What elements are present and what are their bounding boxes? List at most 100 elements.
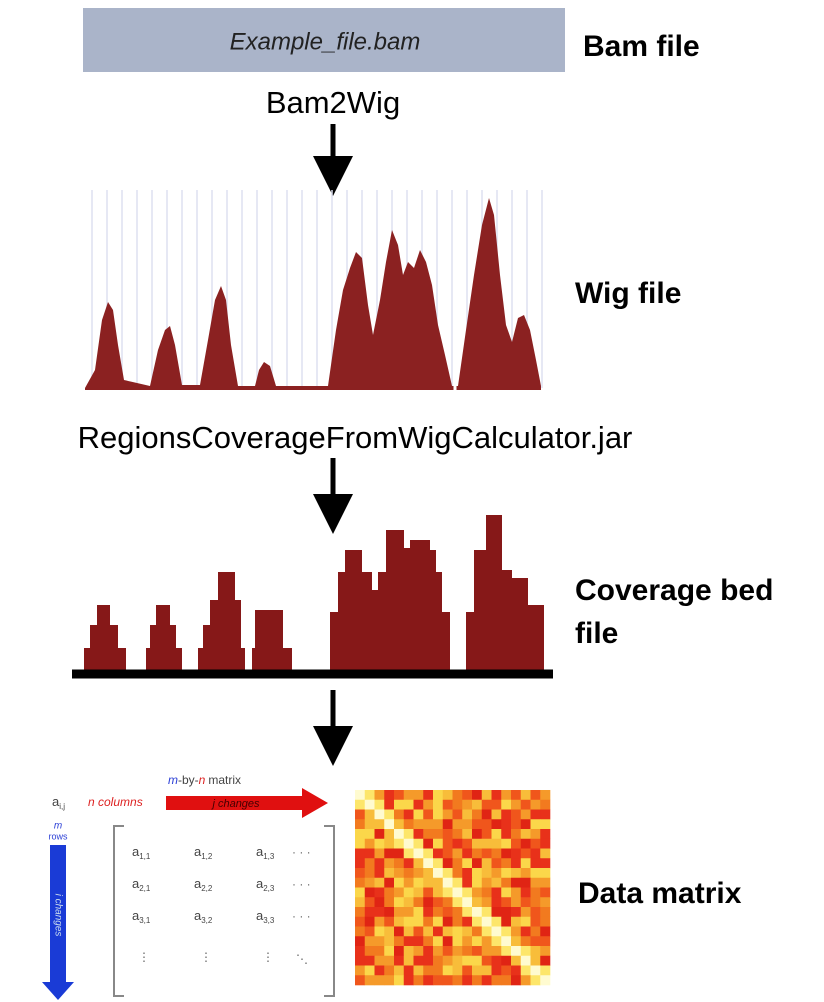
heat-cell [481, 907, 492, 918]
heat-cell [403, 868, 414, 879]
heat-cell [442, 916, 453, 927]
heat-cell [355, 877, 366, 888]
heat-cell [511, 838, 522, 849]
heat-cell [442, 799, 453, 810]
heat-cell [413, 790, 424, 801]
heat-cell [394, 946, 405, 957]
heat-cell [511, 975, 522, 986]
heat-cell [491, 838, 502, 849]
heat-cell [501, 838, 512, 849]
heat-cell [355, 790, 366, 801]
heat-cell [472, 790, 483, 801]
heat-cell [355, 965, 366, 976]
dots: · · · [292, 877, 311, 891]
heat-cell [491, 926, 502, 937]
heat-cell [423, 907, 434, 918]
columns-label: n columns [88, 795, 143, 809]
heat-cell [423, 965, 434, 976]
rows-label: rows [48, 831, 68, 841]
heat-cell [433, 955, 444, 966]
heat-cell [403, 819, 414, 830]
heat-cell [413, 858, 424, 869]
heat-cell [491, 858, 502, 869]
heat-cell [530, 838, 541, 849]
heat-cell [433, 907, 444, 918]
heat-cell [472, 936, 483, 947]
heat-cell [491, 819, 502, 830]
heat-cell [374, 799, 385, 810]
heat-cell [491, 848, 502, 859]
heat-cell [384, 887, 395, 898]
heat-cell [501, 799, 512, 810]
heat-cell [423, 946, 434, 957]
heat-cell [413, 877, 424, 888]
heat-cell [472, 858, 483, 869]
heat-cell [501, 907, 512, 918]
heat-cell [413, 946, 424, 957]
heat-cell [462, 799, 473, 810]
heat-cell [462, 916, 473, 927]
heat-cell [501, 975, 512, 986]
heat-cell [403, 829, 414, 840]
heat-cell [472, 829, 483, 840]
heat-cell [530, 926, 541, 937]
entry: a3,3 [256, 908, 275, 925]
heat-cell [501, 877, 512, 888]
heat-cell [481, 946, 492, 957]
heat-cell [491, 809, 502, 820]
heat-cell [364, 975, 375, 986]
heat-cell [472, 799, 483, 810]
heat-cell [452, 819, 463, 830]
heat-cell [462, 838, 473, 849]
heat-cell [374, 907, 385, 918]
heat-cell [433, 809, 444, 820]
heat-cell [384, 868, 395, 879]
heat-cell [472, 868, 483, 879]
heat-cell [433, 965, 444, 976]
heat-cell [491, 916, 502, 927]
heat-cell [413, 916, 424, 927]
heat-cell [452, 897, 463, 908]
heat-cell [394, 790, 405, 801]
heat-cell [491, 965, 502, 976]
heat-cell [413, 907, 424, 918]
heat-cell [520, 887, 531, 898]
heat-cell [374, 809, 385, 820]
heat-cell [511, 965, 522, 976]
heat-cell [511, 790, 522, 801]
heat-cell [413, 868, 424, 879]
heat-cell [520, 809, 531, 820]
heat-cell [442, 926, 453, 937]
heat-cell [540, 838, 551, 849]
heat-cell [530, 975, 541, 986]
file-name: Example_file.bam [230, 28, 421, 55]
heat-cell [403, 809, 414, 820]
heat-cell [394, 848, 405, 859]
heat-cell [491, 790, 502, 801]
heat-cell [374, 916, 385, 927]
heat-cell [355, 887, 366, 898]
heat-cell [364, 809, 375, 820]
heat-cell [472, 848, 483, 859]
heat-cell [403, 926, 414, 937]
heat-cell [364, 955, 375, 966]
heat-cell [520, 848, 531, 859]
heat-cell [433, 868, 444, 879]
heat-cell [394, 838, 405, 849]
wig-plot [85, 190, 543, 392]
heat-cell [520, 877, 531, 888]
heat-cell [374, 926, 385, 937]
heat-cell [462, 790, 473, 801]
heat-cell [530, 955, 541, 966]
heat-cell [530, 809, 541, 820]
heat-cell [540, 819, 551, 830]
heat-cell [394, 955, 405, 966]
heat-cell [364, 916, 375, 927]
heat-cell [501, 819, 512, 830]
step-label: Data matrix [578, 877, 742, 910]
heat-cell [423, 809, 434, 820]
j-arrow [166, 788, 328, 818]
heat-cell [413, 829, 424, 840]
heat-cell [442, 819, 453, 830]
heat-cell [355, 838, 366, 849]
